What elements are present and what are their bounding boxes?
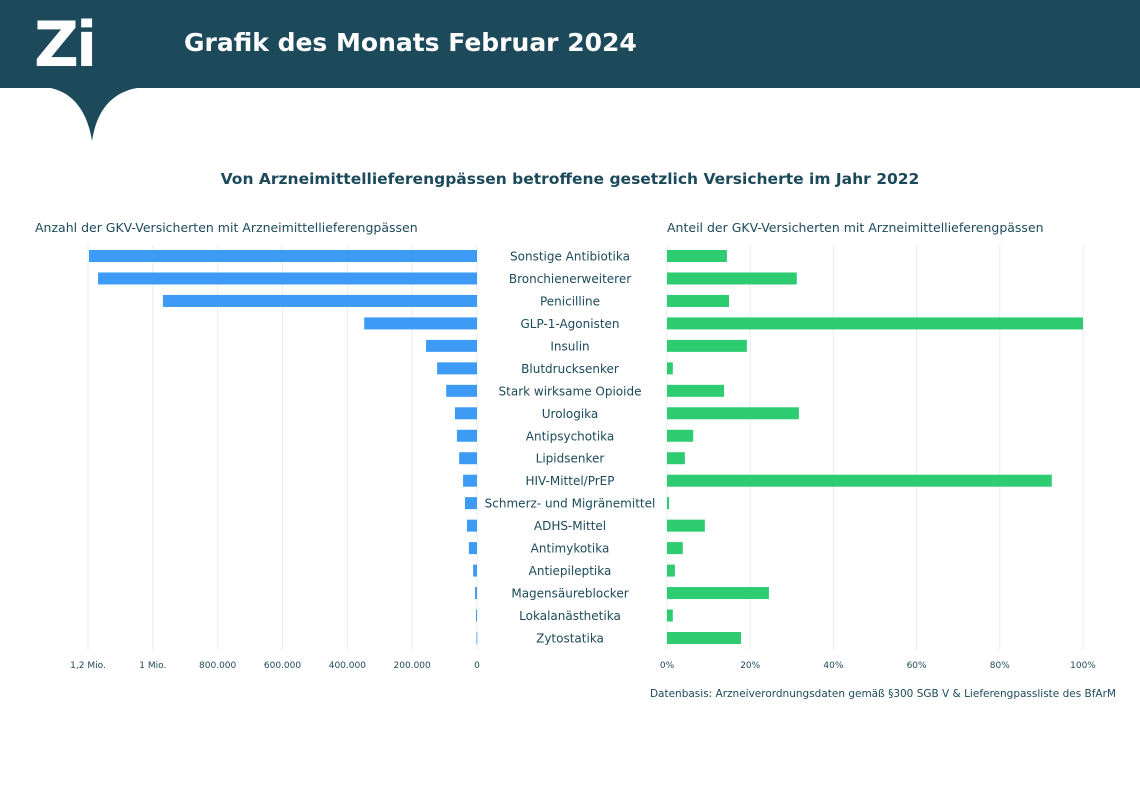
left-bar <box>465 497 477 510</box>
category-label: Antipsychotika <box>526 429 615 443</box>
left-bar <box>476 631 478 644</box>
left-bar <box>459 452 477 465</box>
left-bar <box>475 587 477 600</box>
right-tick-label: 60% <box>907 661 927 671</box>
right-bar <box>667 272 797 285</box>
category-label: Stark wirksame Opioide <box>499 384 642 398</box>
right-bar <box>667 452 685 465</box>
right-bar <box>667 317 1083 330</box>
right-bar <box>667 542 683 555</box>
zi-logo: Zi <box>34 8 97 81</box>
right-chart-label: Anteil der GKV-Versicherten mit Arzneimi… <box>667 220 1044 235</box>
header-banner: Zi Grafik des Monats Februar 2024 <box>0 0 1140 88</box>
left-bar <box>446 384 477 397</box>
category-label: Antimykotika <box>531 542 610 556</box>
left-bar <box>468 542 477 555</box>
right-bar <box>667 497 670 510</box>
right-bar <box>667 474 1052 487</box>
category-label: Sonstige Antibiotika <box>510 250 630 264</box>
left-tick-label: 800.000 <box>199 661 236 671</box>
category-label: Lokalanästhetika <box>519 609 621 623</box>
right-tick-label: 0% <box>660 661 675 671</box>
category-label: Magensäureblocker <box>511 587 628 601</box>
left-tick-label: 200.000 <box>394 661 431 671</box>
left-tick-label: 0 <box>474 661 480 671</box>
category-label: Urologika <box>542 407 599 421</box>
category-label: Blutdrucksenker <box>521 362 619 376</box>
right-bar <box>667 407 799 420</box>
right-bar <box>667 250 727 262</box>
right-bar <box>667 609 673 622</box>
right-bar <box>667 631 742 644</box>
header-title: Grafik des Monats Februar 2024 <box>184 28 637 57</box>
left-bar <box>162 294 477 307</box>
right-tick-label: 100% <box>1070 661 1096 671</box>
left-bar <box>476 609 477 622</box>
logo-drop-shape <box>40 87 150 141</box>
left-bar <box>454 407 477 420</box>
right-bar <box>667 384 724 397</box>
left-bar <box>364 317 477 330</box>
left-bar <box>437 362 477 375</box>
right-tick-label: 80% <box>990 661 1010 671</box>
category-label: ADHS-Mittel <box>534 519 606 533</box>
category-label: Bronchienerweiterer <box>509 272 631 286</box>
left-bar <box>466 519 477 532</box>
right-tick-label: 40% <box>823 661 843 671</box>
category-label: Penicilline <box>540 294 600 308</box>
right-bar <box>667 362 673 375</box>
right-bar <box>667 519 705 532</box>
category-label: Zytostatika <box>536 631 604 645</box>
left-bar <box>426 339 477 352</box>
category-label: Schmerz- und Migränemittel <box>485 497 656 511</box>
left-bar <box>88 250 477 262</box>
category-label: Antiepileptika <box>529 564 612 578</box>
chart-title: Von Arzneimittellieferengpässen betroffe… <box>220 170 920 188</box>
category-label: GLP-1-Agonisten <box>520 317 619 331</box>
right-bar <box>667 294 729 307</box>
left-bar <box>463 474 477 487</box>
left-tick-label: 600.000 <box>264 661 301 671</box>
right-bar <box>667 429 694 442</box>
right-bar <box>667 587 769 600</box>
left-bar <box>473 564 477 577</box>
left-tick-label: 1,2 Mio. <box>70 661 106 671</box>
source-note: Datenbasis: Arzneiverordnungsdaten gemäß… <box>649 688 1116 700</box>
left-tick-label: 1 Mio. <box>139 661 166 671</box>
category-label: HIV-Mittel/PrEP <box>525 474 614 488</box>
left-tick-label: 400.000 <box>329 661 366 671</box>
right-bar <box>667 339 747 352</box>
right-bar <box>667 564 675 577</box>
left-bar <box>98 272 477 285</box>
left-chart-label: Anzahl der GKV-Versicherten mit Arzneimi… <box>35 220 418 235</box>
category-label: Lipidsenker <box>536 452 605 466</box>
left-bar <box>456 429 477 442</box>
right-tick-label: 20% <box>740 661 760 671</box>
category-label: Insulin <box>550 339 589 353</box>
